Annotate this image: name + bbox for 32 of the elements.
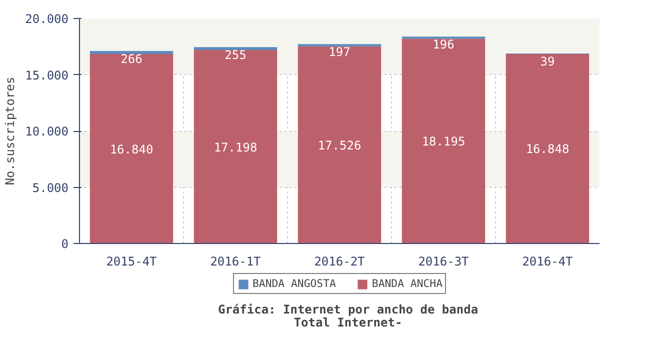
data-label: 17.198 [214,140,258,154]
legend-label: BANDA ANGOSTA [252,277,336,290]
bar [90,54,174,244]
data-label: 18.195 [422,134,466,149]
data-label: 266 [120,52,142,66]
x-tick-label: 2015-4T [106,254,157,268]
x-tick-label: 2016-3T [418,254,469,268]
data-label: 39 [540,54,555,69]
y-tick-label: 20.000 [25,12,69,26]
bar [402,38,486,244]
data-label: 255 [224,48,246,62]
x-tick-label: 2016-4T [522,254,573,268]
data-label: 16.848 [526,142,570,156]
data-label: 196 [432,38,454,52]
data-label: 197 [328,45,350,60]
bar [90,51,174,54]
data-label: 17.526 [318,138,362,152]
data-label: 16.840 [110,142,154,156]
bar [194,50,278,244]
y-tick-label: 5.000 [32,180,68,195]
x-tick-label: 2016-1T [210,254,261,268]
y-axis-title: No.suscriptores [3,76,18,186]
x-tick-label: 2016-2T [314,254,365,268]
text: Total Internet- [294,316,402,330]
y-tick-label: 0 [61,237,69,251]
bar [298,46,382,244]
legend-label: BANDA ANCHA [372,277,442,290]
bar [194,47,278,50]
text: Gráfica: Internet por ancho de banda [218,302,478,316]
y-tick-label: 10.000 [25,124,69,138]
bar [506,54,590,244]
y-tick-label: 15.000 [25,68,69,82]
